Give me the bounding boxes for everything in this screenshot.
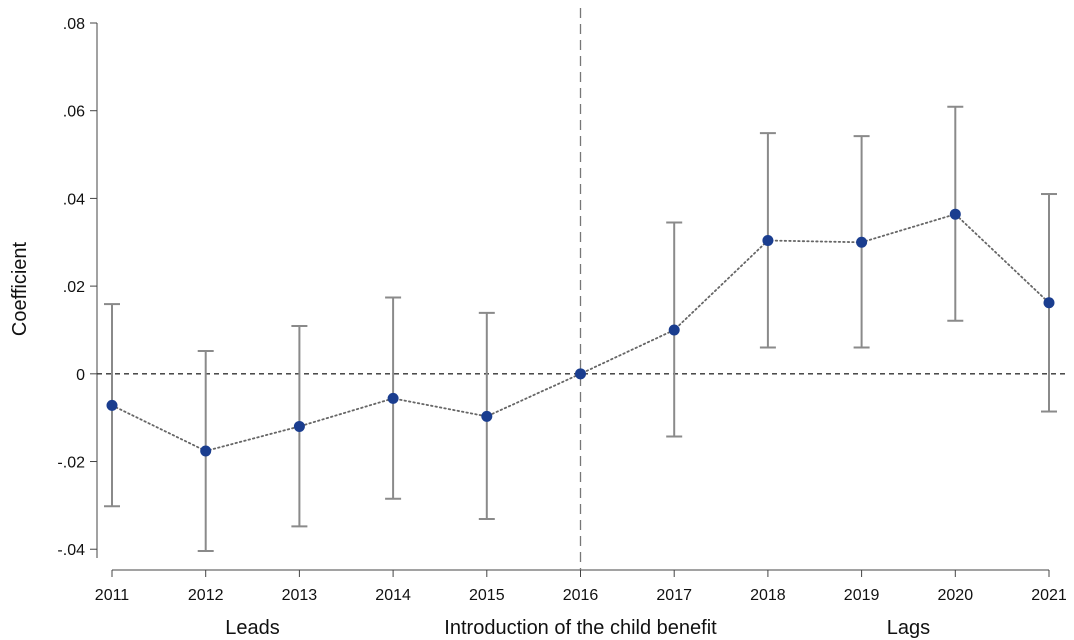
data-point	[856, 236, 868, 248]
x-tick-label: 2013	[282, 587, 318, 604]
x-tick-label: 2011	[95, 587, 130, 604]
data-point	[1043, 297, 1055, 309]
x-tick-label: 2012	[188, 587, 224, 604]
y-axis-label: Coefficient	[9, 241, 31, 336]
y-tick-label: .04	[63, 191, 85, 208]
data-point	[949, 208, 961, 220]
data-point	[481, 410, 493, 422]
y-tick-label: 0	[76, 367, 85, 384]
data-point	[668, 324, 680, 336]
x-tick-label: 2017	[656, 587, 692, 604]
data-point	[106, 399, 118, 411]
data-point	[387, 392, 399, 404]
period-label: Leads	[225, 617, 280, 639]
y-tick-label: .06	[63, 104, 85, 121]
data-point	[762, 235, 774, 247]
x-tick-label: 2016	[563, 587, 599, 604]
data-points	[106, 208, 1055, 457]
x-tick-label: 2020	[938, 587, 974, 604]
x-tick-label: 2014	[375, 587, 411, 604]
data-point	[293, 420, 305, 432]
data-point	[575, 368, 586, 380]
y-tick-label: .02	[63, 279, 85, 296]
x-tick-label: 2018	[750, 587, 786, 604]
period-labels: Leads Introduction of the child benefit La…	[225, 617, 930, 639]
x-tick-label: 2021	[1031, 587, 1067, 604]
data-point	[200, 445, 212, 457]
y-tick-label: .08	[63, 16, 85, 33]
x-axis: 2011 2012 2013 2014 2015 2016 2017 2018 2019 2020…	[95, 569, 1067, 604]
period-label: Introduction of the child benefit	[444, 617, 717, 639]
x-tick-label: 2015	[469, 587, 505, 604]
y-axis: -.04 -.02 0 .02 .04 .06 .08	[57, 16, 98, 559]
reference-lines	[97, 8, 1065, 570]
x-tick-label: 2019	[844, 587, 880, 604]
y-tick-label: -.02	[57, 455, 85, 472]
period-label: Lags	[887, 617, 930, 639]
y-tick-label: -.04	[57, 542, 85, 559]
